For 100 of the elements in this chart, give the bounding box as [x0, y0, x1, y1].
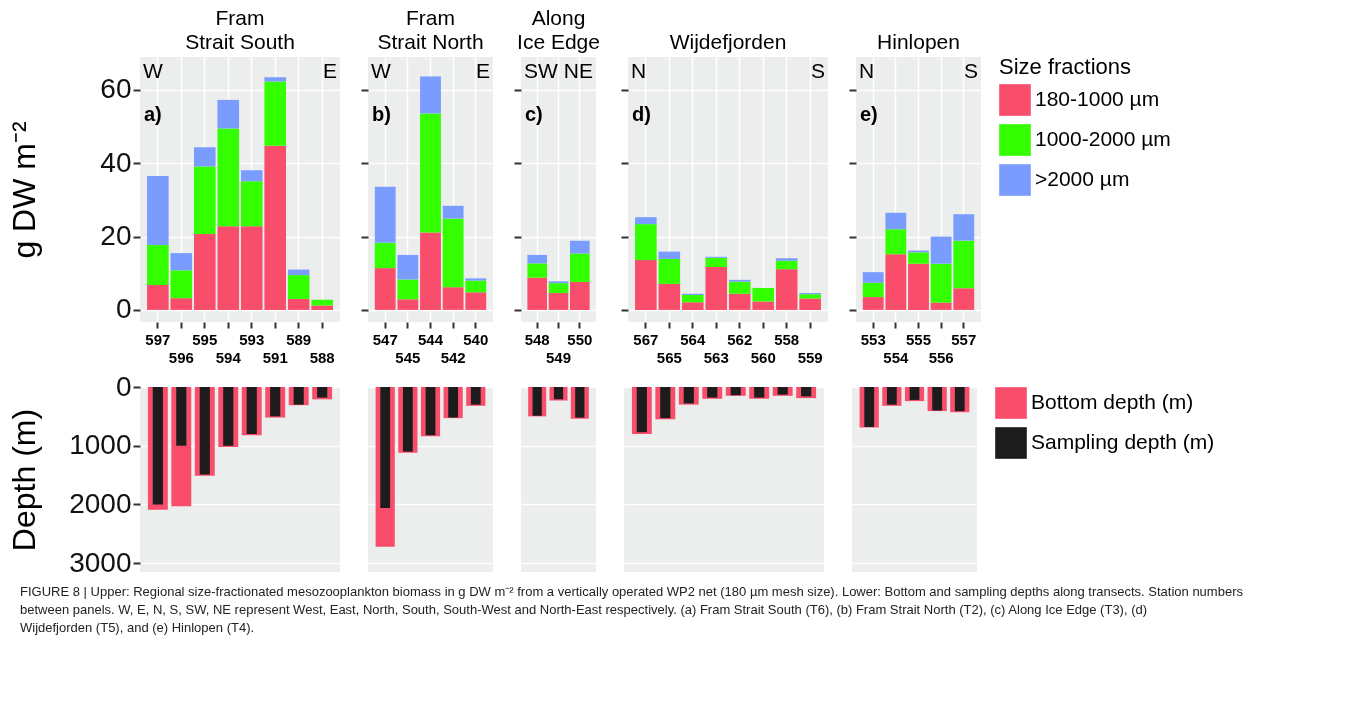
bar: [264, 77, 287, 82]
legend-label: Bottom depth (m): [1031, 390, 1194, 413]
x-tick-label: 556: [928, 348, 954, 366]
bar: [193, 147, 216, 167]
bar: [380, 387, 391, 508]
bar: [801, 387, 812, 397]
x-tick-label: 545: [395, 348, 421, 366]
bar: [775, 269, 798, 310]
bar: [862, 282, 884, 298]
bar: [293, 387, 304, 405]
annotation: d): [632, 103, 651, 125]
legend-label: 1000-2000 µm: [1035, 127, 1171, 150]
bar: [147, 284, 169, 310]
bar: [270, 387, 281, 417]
bar: [932, 387, 943, 411]
bar: [635, 217, 657, 225]
annotation: e): [860, 103, 878, 125]
y-axis-title: g DW m⁻²: [5, 121, 42, 259]
bar: [152, 387, 163, 505]
bar: [170, 270, 193, 299]
bar: [311, 299, 333, 306]
bar: [470, 387, 481, 405]
annotation: a): [144, 103, 162, 125]
bar: [176, 387, 187, 446]
bar: [402, 387, 413, 452]
legend-label: 180-1000 µm: [1035, 87, 1160, 110]
y-tick-label: 0: [115, 370, 132, 402]
x-tick-label: 563: [703, 348, 729, 366]
bar: [885, 212, 907, 230]
bar: [570, 240, 590, 254]
x-tick-label: 565: [656, 348, 682, 366]
x-tick-label: 554: [883, 348, 910, 366]
bar: [658, 283, 681, 310]
x-tick-label: 555: [905, 330, 932, 348]
bar: [420, 113, 441, 233]
bar: [885, 229, 907, 255]
annotation: E: [475, 59, 490, 82]
bar: [862, 272, 884, 283]
annotation: N: [631, 59, 647, 82]
chart-title: Along Ice Edge: [517, 6, 600, 53]
bar: [420, 76, 441, 114]
bar: [448, 387, 459, 418]
bar: [553, 387, 564, 400]
x-tick-label: 559: [797, 348, 823, 366]
bar: [548, 283, 569, 294]
bar: [199, 387, 210, 475]
bar: [223, 387, 234, 446]
y-axis-title: Depth (m): [5, 408, 42, 552]
x-tick-label: 596: [168, 348, 194, 366]
bar: [754, 387, 765, 398]
bar: [799, 298, 821, 310]
y-tick-label: 60: [100, 73, 132, 105]
x-tick-label: 589: [286, 330, 312, 348]
x-tick-label: 591: [262, 348, 288, 366]
bar: [775, 258, 798, 261]
x-tick-label: 542: [440, 348, 466, 366]
bar: [775, 260, 798, 270]
y-tick-label: 2000: [69, 487, 132, 519]
annotation: N: [859, 59, 875, 82]
x-tick-label: 595: [192, 330, 218, 348]
y-tick-label: 40: [100, 146, 132, 178]
bar: [147, 176, 169, 246]
bar: [777, 387, 788, 395]
x-tick-label: 544: [417, 330, 444, 348]
bar: [170, 253, 193, 271]
bar: [264, 81, 287, 146]
bar: [147, 245, 169, 285]
bar: [908, 263, 929, 310]
x-tick-label: 597: [145, 330, 171, 348]
annotation: S: [963, 59, 978, 82]
x-tick-label: 558: [774, 330, 800, 348]
bar: [635, 224, 657, 261]
y-tick-label: 3000: [69, 546, 132, 578]
x-tick-label: 557: [951, 330, 977, 348]
bar: [246, 387, 257, 434]
bar: [548, 293, 569, 310]
x-tick-label: 593: [239, 330, 265, 348]
bar: [317, 387, 328, 398]
bar: [658, 258, 681, 284]
x-tick-label: 540: [463, 330, 489, 348]
annotation: W: [371, 59, 391, 82]
annotation: E: [322, 59, 337, 82]
y-tick-label: 20: [100, 220, 132, 252]
bar: [240, 170, 263, 182]
bar: [636, 387, 647, 433]
bar: [287, 298, 310, 310]
x-tick-label: 548: [524, 330, 550, 348]
legend-label: Sampling depth (m): [1031, 430, 1215, 453]
legend-label: >2000 µm: [1035, 167, 1130, 190]
bar: [374, 186, 396, 243]
bar: [886, 387, 897, 405]
x-tick-label: 553: [860, 330, 886, 348]
bar: [909, 387, 920, 400]
bar: [442, 205, 464, 219]
bar: [420, 232, 441, 310]
bar: [681, 294, 704, 303]
bar: [683, 387, 694, 404]
y-tick-label: 0: [115, 293, 132, 325]
bar: [707, 387, 718, 398]
x-tick-label: 560: [750, 348, 776, 366]
